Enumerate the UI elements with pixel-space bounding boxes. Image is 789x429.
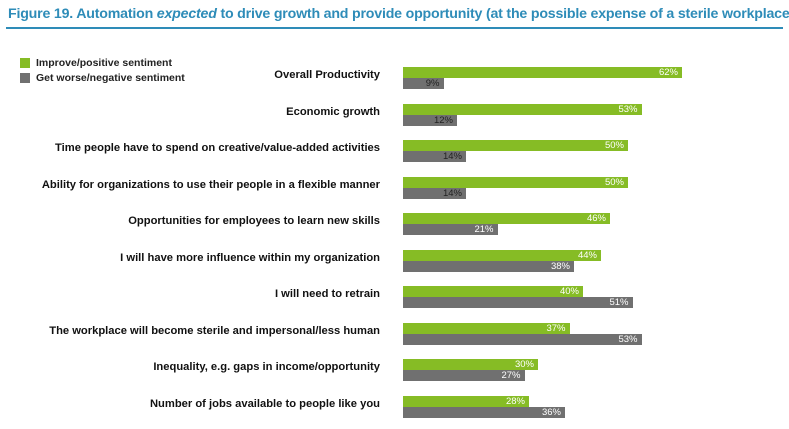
bar-negative: 14%	[403, 187, 466, 199]
bar-negative: 12%	[403, 114, 457, 126]
legend-label-positive: Improve/positive sentiment	[36, 56, 172, 69]
category-label: Overall Productivity	[274, 69, 380, 81]
category-label: Economic growth	[286, 105, 380, 118]
value-label-negative: 51%	[609, 297, 629, 308]
bar-negative: 36%	[403, 406, 565, 418]
category-label: Opportunities for employees to learn new…	[128, 215, 380, 227]
value-label-positive: 40%	[559, 286, 579, 297]
value-label-positive: 50%	[604, 176, 624, 188]
legend: Improve/positive sentiment Get worse/neg…	[20, 55, 185, 85]
figure-title-emphasis: expected	[156, 6, 217, 22]
bar-positive: 62%	[403, 67, 682, 78]
value-label-positive: 50%	[604, 140, 624, 151]
value-label-negative: 53%	[618, 333, 638, 345]
value-label-positive: 28%	[505, 395, 525, 407]
value-label-positive: 30%	[514, 359, 534, 370]
value-label-negative: 27%	[501, 370, 521, 381]
value-label-negative: 36%	[541, 406, 561, 418]
bar-negative: 9%	[403, 78, 444, 89]
value-label-negative: 14%	[442, 187, 462, 199]
legend-label-negative: Get worse/negative sentiment	[36, 71, 185, 84]
value-label-positive: 44%	[577, 249, 597, 261]
figure-title-suffix: to drive growth and provide opportunity …	[216, 6, 789, 22]
value-label-positive: 46%	[586, 213, 606, 224]
value-label-positive: 53%	[618, 103, 638, 115]
category-label: Inequality, e.g. gaps in income/opportun…	[153, 361, 380, 373]
title-rule	[6, 27, 783, 29]
value-label-positive: 62%	[658, 67, 678, 78]
category-label: I will need to retrain	[274, 288, 380, 300]
value-label-negative: 21%	[474, 224, 494, 235]
category-label: The workplace will become sterile and im…	[49, 324, 380, 337]
category-label: Time people have to spend on creative/va…	[55, 142, 380, 154]
bar-positive: 50%	[403, 140, 628, 151]
legend-item-negative: Get worse/negative sentiment	[20, 70, 185, 85]
bar-positive: 50%	[403, 176, 628, 188]
bar-positive: 37%	[403, 322, 570, 334]
bar-positive: 40%	[403, 286, 583, 297]
bar-positive: 30%	[403, 359, 538, 370]
figure-title-prefix: Figure 19. Automation	[8, 6, 157, 22]
bar-positive: 44%	[403, 249, 601, 261]
legend-item-positive: Improve/positive sentiment	[20, 55, 185, 70]
bar-negative: 38%	[403, 260, 574, 272]
bar-positive: 46%	[403, 213, 610, 224]
value-label-negative: 14%	[442, 151, 462, 162]
figure-title: Figure 19. Automation expected to drive …	[8, 6, 789, 22]
bar-negative: 51%	[403, 297, 633, 308]
legend-swatch-negative	[20, 72, 30, 83]
bar-negative: 14%	[403, 151, 466, 162]
value-label-positive: 37%	[546, 322, 566, 334]
value-label-negative: 12%	[433, 114, 453, 126]
bar-negative: 27%	[403, 370, 525, 381]
bar-negative: 21%	[403, 224, 498, 235]
bar-positive: 28%	[403, 395, 529, 407]
category-label: Ability for organizations to use their p…	[41, 178, 380, 191]
category-label: I will have more influence within my org…	[120, 251, 380, 264]
value-label-negative: 38%	[550, 260, 570, 272]
category-label: Number of jobs available to people like …	[149, 397, 380, 410]
bar-positive: 53%	[403, 103, 642, 115]
value-label-negative: 9%	[425, 78, 440, 89]
bar-negative: 53%	[403, 333, 642, 345]
legend-swatch-positive	[20, 57, 30, 68]
